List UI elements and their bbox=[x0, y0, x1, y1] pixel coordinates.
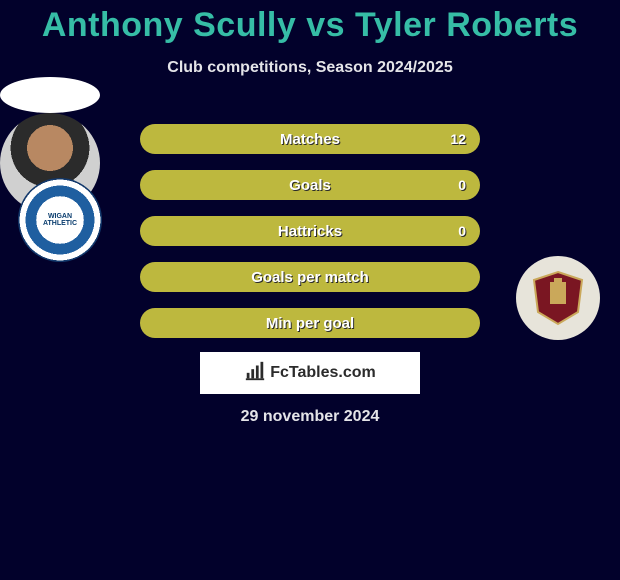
club-right-badge bbox=[516, 256, 600, 340]
snapshot-date: 29 november 2024 bbox=[0, 408, 620, 426]
stat-value-right: 12 bbox=[450, 131, 466, 147]
stat-label: Min per goal bbox=[266, 315, 354, 332]
stat-row-goals-per-match: Goals per match bbox=[140, 262, 480, 292]
stat-value-right: 0 bbox=[458, 223, 466, 239]
bar-chart-icon bbox=[244, 360, 266, 387]
brand-box: FcTables.com bbox=[200, 352, 420, 394]
stat-label: Goals bbox=[289, 177, 331, 194]
club-left-label: WIGANATHLETIC bbox=[43, 213, 77, 227]
stat-row-goals: Goals 0 bbox=[140, 170, 480, 200]
stat-label: Matches bbox=[280, 131, 340, 148]
stat-value-right: 0 bbox=[458, 177, 466, 193]
stats-container: Matches 12 Goals 0 Hattricks 0 Goals per… bbox=[140, 124, 480, 354]
comparison-subtitle: Club competitions, Season 2024/2025 bbox=[0, 59, 620, 77]
brand-label: FcTables.com bbox=[270, 364, 376, 382]
comparison-title: Anthony Scully vs Tyler Roberts bbox=[0, 0, 620, 45]
stat-label: Goals per match bbox=[251, 269, 369, 286]
stat-label: Hattricks bbox=[278, 223, 342, 240]
stat-row-min-per-goal: Min per goal bbox=[140, 308, 480, 338]
stat-row-hattricks: Hattricks 0 bbox=[140, 216, 480, 246]
club-left-badge: WIGANATHLETIC bbox=[18, 178, 102, 262]
player-left-avatar bbox=[0, 77, 100, 113]
stat-row-matches: Matches 12 bbox=[140, 124, 480, 154]
shield-icon bbox=[528, 268, 588, 328]
